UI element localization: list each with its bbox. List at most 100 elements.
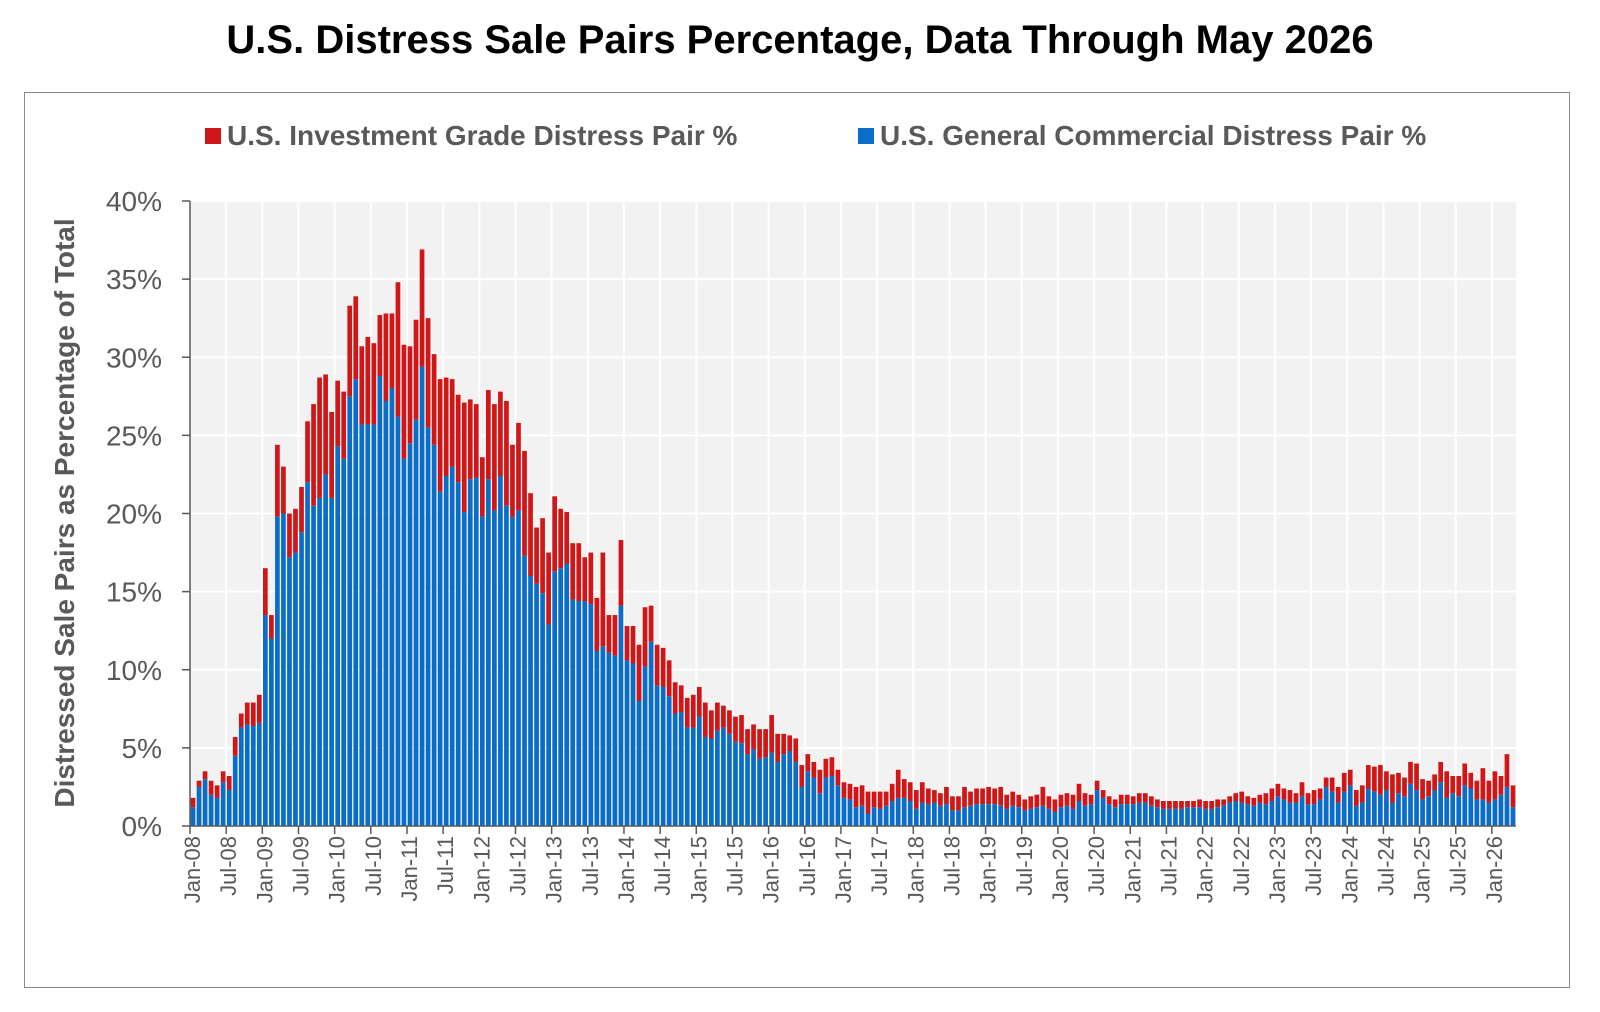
chart-title: U.S. Distress Sale Pairs Percentage, Dat… bbox=[226, 18, 1374, 62]
bar-investment-grade bbox=[256, 694, 262, 723]
x-tick-label: Jan-15 bbox=[686, 836, 711, 903]
bar-investment-grade bbox=[1124, 794, 1130, 805]
bar-general-commercial bbox=[1269, 801, 1275, 826]
bar-general-commercial bbox=[1004, 808, 1010, 826]
x-axis: Jan-08 Jul-08 Jan-09 Jul-09 Jan-10 Jul-10 Jan-… bbox=[180, 825, 1516, 903]
bar-investment-grade bbox=[1118, 794, 1124, 805]
bar-general-commercial bbox=[244, 724, 250, 826]
bar-general-commercial bbox=[1070, 808, 1076, 826]
bar-general-commercial bbox=[1468, 788, 1474, 826]
bar-investment-grade bbox=[365, 336, 371, 425]
y-tick-label: 25% bbox=[106, 420, 162, 451]
bar-investment-grade bbox=[437, 379, 443, 492]
bar-general-commercial bbox=[395, 416, 401, 826]
bar-investment-grade bbox=[769, 715, 774, 753]
bar-general-commercial bbox=[534, 583, 539, 826]
bar-general-commercial bbox=[1480, 799, 1486, 826]
bar-general-commercial bbox=[1058, 807, 1064, 826]
bar-general-commercial bbox=[1136, 802, 1142, 826]
x-tick-label: Jan-19 bbox=[976, 836, 1001, 903]
bar-general-commercial bbox=[1462, 785, 1468, 826]
bar-investment-grade bbox=[534, 527, 539, 584]
bar-general-commercial bbox=[751, 749, 756, 826]
bar-investment-grade bbox=[1329, 777, 1335, 792]
bar-general-commercial bbox=[1432, 790, 1437, 826]
x-tick-label: Jan-23 bbox=[1265, 836, 1290, 903]
bar-general-commercial bbox=[666, 696, 672, 826]
bar-general-commercial bbox=[913, 808, 919, 826]
bar-general-commercial bbox=[1317, 799, 1323, 826]
bar-investment-grade bbox=[1161, 801, 1166, 809]
bar-general-commercial bbox=[672, 713, 678, 826]
bar-general-commercial bbox=[341, 458, 347, 826]
x-tick-label: Jul-11 bbox=[433, 836, 458, 894]
bar-investment-grade bbox=[287, 513, 292, 558]
bar-investment-grade bbox=[1046, 796, 1052, 809]
bar-general-commercial bbox=[974, 804, 979, 826]
bar-general-commercial bbox=[347, 396, 353, 826]
bar-investment-grade bbox=[479, 457, 485, 517]
bar-general-commercial bbox=[275, 516, 280, 826]
bar-investment-grade bbox=[889, 783, 895, 801]
bar-general-commercial bbox=[980, 804, 985, 826]
bar-investment-grade bbox=[208, 780, 214, 795]
bar-investment-grade bbox=[1317, 788, 1323, 800]
bar-investment-grade bbox=[630, 626, 636, 664]
bar-investment-grade bbox=[238, 713, 244, 728]
bar-general-commercial bbox=[612, 655, 618, 826]
legend-label-general-commercial: U.S. General Commercial Distress Pair % bbox=[880, 120, 1427, 151]
bar-investment-grade bbox=[341, 391, 347, 459]
bar-investment-grade bbox=[214, 785, 220, 798]
bar-investment-grade bbox=[1227, 796, 1233, 803]
bar-investment-grade bbox=[895, 769, 901, 798]
bar-general-commercial bbox=[1396, 793, 1401, 826]
bar-general-commercial bbox=[1474, 799, 1480, 826]
bar-general-commercial bbox=[775, 761, 781, 826]
bar-general-commercial bbox=[419, 366, 425, 826]
bar-investment-grade bbox=[1492, 771, 1498, 800]
bar-general-commercial bbox=[642, 666, 648, 826]
x-tick-label: Jul-10 bbox=[361, 836, 386, 896]
bar-general-commercial bbox=[1486, 802, 1492, 826]
bar-general-commercial bbox=[540, 593, 545, 826]
bar-general-commercial bbox=[1414, 790, 1419, 826]
bar-investment-grade bbox=[202, 771, 208, 780]
bar-investment-grade bbox=[1167, 801, 1172, 809]
bar-investment-grade bbox=[901, 779, 907, 798]
bar-general-commercial bbox=[1353, 805, 1359, 826]
bar-general-commercial bbox=[570, 599, 576, 826]
bar-general-commercial bbox=[1167, 808, 1172, 826]
bar-general-commercial bbox=[1155, 807, 1160, 826]
bar-investment-grade bbox=[220, 771, 226, 783]
bar-general-commercial bbox=[1203, 808, 1208, 826]
x-tick-label: Jan-16 bbox=[759, 836, 784, 903]
x-tick-label: Jan-24 bbox=[1337, 836, 1362, 903]
bar-general-commercial bbox=[630, 663, 636, 826]
x-tick-label: Jan-10 bbox=[325, 836, 350, 903]
bar-investment-grade bbox=[371, 343, 377, 425]
bar-general-commercial bbox=[1197, 807, 1202, 826]
bar-general-commercial bbox=[1311, 804, 1317, 826]
bar-investment-grade bbox=[919, 782, 925, 803]
bars bbox=[190, 249, 1516, 826]
bar-general-commercial bbox=[733, 741, 738, 826]
bar-investment-grade bbox=[998, 786, 1004, 806]
bar-general-commercial bbox=[895, 797, 901, 826]
bar-general-commercial bbox=[696, 716, 702, 826]
bar-general-commercial bbox=[413, 419, 419, 826]
bar-investment-grade bbox=[1058, 794, 1064, 808]
bar-general-commercial bbox=[226, 790, 232, 826]
bar-general-commercial bbox=[1492, 799, 1498, 826]
x-tick-label: Jan-25 bbox=[1410, 836, 1435, 903]
bar-investment-grade bbox=[666, 660, 672, 697]
bar-investment-grade bbox=[606, 615, 612, 653]
bar-investment-grade bbox=[907, 782, 913, 801]
bar-investment-grade bbox=[1438, 761, 1444, 783]
bar-investment-grade bbox=[1215, 799, 1221, 808]
bar-general-commercial bbox=[1510, 807, 1516, 826]
bar-general-commercial bbox=[1130, 804, 1136, 826]
bar-general-commercial bbox=[528, 576, 533, 826]
bar-general-commercial bbox=[353, 379, 359, 826]
bar-general-commercial bbox=[1293, 802, 1299, 826]
bar-investment-grade bbox=[709, 710, 714, 739]
